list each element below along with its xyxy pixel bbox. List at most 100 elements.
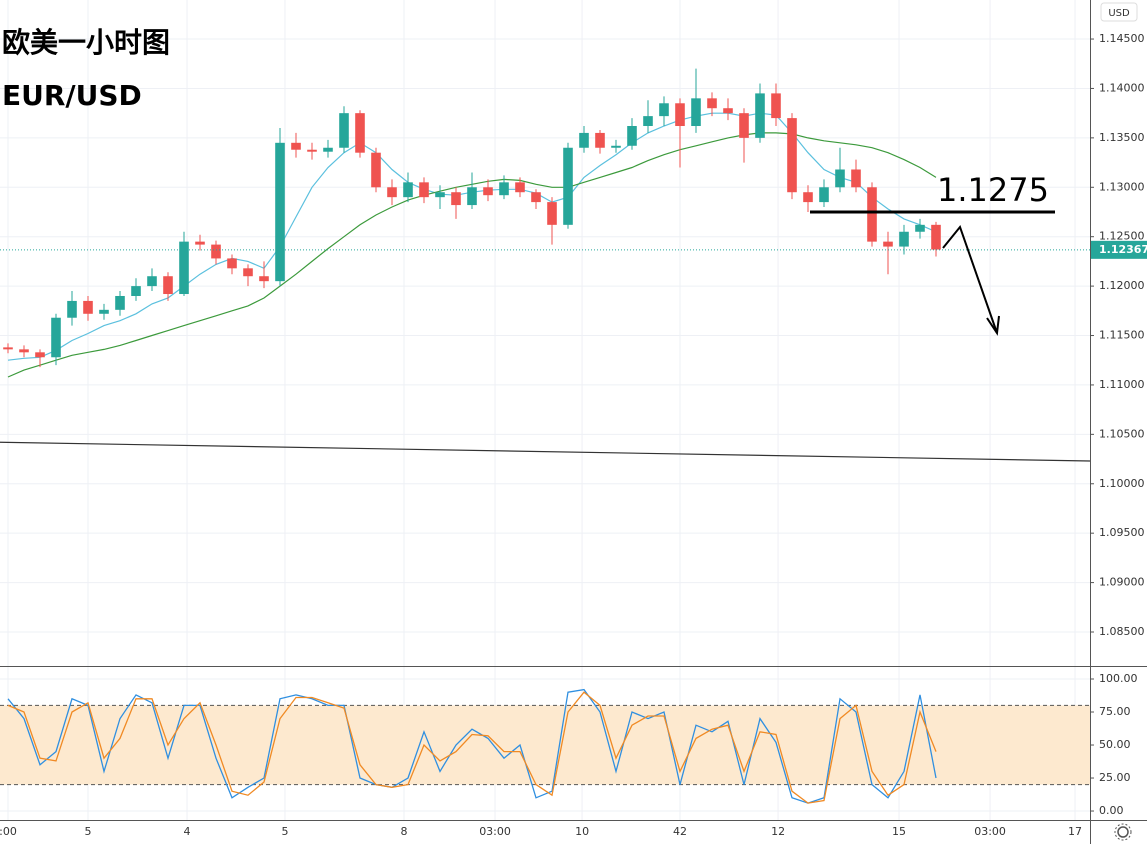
last-price-label: 1.12367 [1099, 243, 1147, 256]
candle-body [83, 300, 93, 314]
candle-body [259, 276, 269, 282]
candle-body [675, 103, 685, 127]
candle-body [515, 182, 525, 193]
candle-body [371, 152, 381, 188]
candle-body [899, 231, 909, 247]
candle-body [51, 317, 61, 358]
x-tick-label: 17 [1068, 825, 1082, 838]
candle-body [147, 276, 157, 287]
candle-body [435, 192, 445, 198]
candle-body [467, 187, 477, 206]
currency-label: USD [1108, 8, 1130, 19]
x-tick-label: 15 [892, 825, 906, 838]
candle-body [771, 93, 781, 119]
stoch-line [7, 691, 937, 804]
candle-body [707, 98, 717, 109]
candle-body [643, 116, 653, 127]
y-tick-label: 0.00 [1099, 804, 1124, 817]
y-tick-label: 1.09500 [1099, 526, 1145, 539]
y-tick-label: 1.14000 [1099, 81, 1145, 94]
candle-body [883, 241, 893, 247]
arrow [942, 224, 998, 334]
candle-body [131, 286, 141, 296]
candle-body [211, 244, 221, 259]
candle-body [67, 300, 77, 318]
candle-body [867, 187, 877, 242]
candle-body [723, 108, 733, 114]
candle-body [563, 147, 573, 225]
x-tick-label: 10 [575, 825, 589, 838]
plot [0, 68, 1091, 804]
y-tick-label: 1.14500 [1099, 32, 1145, 45]
candle-body [819, 187, 829, 203]
candle-body [115, 295, 125, 310]
y-tick-label: 100.00 [1099, 672, 1138, 685]
chart-title: 欧美一小时图 [2, 26, 170, 59]
candle-body [179, 241, 189, 295]
level-label: 1.1275 [937, 171, 1049, 209]
candle-body [595, 132, 605, 148]
candle-body [547, 202, 557, 225]
last-price-box [1091, 240, 1147, 259]
candle-body [451, 192, 461, 206]
candle-body [227, 258, 237, 269]
currency-box [1100, 2, 1138, 22]
candle-body [99, 309, 109, 314]
y-tick-label: 1.13500 [1099, 131, 1145, 144]
x-tick-label: 42 [673, 825, 687, 838]
candle-body [19, 349, 29, 353]
y-tick-label: 1.11500 [1099, 329, 1145, 342]
candle-body [403, 182, 413, 198]
candle-body [499, 182, 509, 196]
candle-body [419, 182, 429, 198]
candle-body [355, 113, 365, 153]
x-tick-label: 4 [184, 825, 191, 838]
y-tick-label: 1.10500 [1099, 427, 1145, 440]
y-tick-label: 1.13000 [1099, 180, 1145, 193]
y-tick-label: 1.09000 [1099, 576, 1145, 589]
y-tick-label: 1.08500 [1099, 625, 1145, 638]
x-tick-label: 03:00 [974, 825, 1006, 838]
candle-body [243, 268, 253, 277]
x-tick-label: 03:00 [479, 825, 511, 838]
candle-body [323, 147, 333, 152]
gear[interactable] [1117, 826, 1129, 838]
candle-body [579, 132, 589, 148]
candle-body [35, 352, 45, 358]
stoch-band [0, 705, 1090, 785]
candle-body [163, 276, 173, 295]
candle-body [755, 93, 765, 138]
x-tick-label: :00 [0, 825, 17, 838]
settings-icon[interactable] [1114, 823, 1132, 841]
x-tick-label: 12 [771, 825, 785, 838]
candle-body [787, 118, 797, 193]
candle-body [739, 113, 749, 138]
candle-body [387, 187, 397, 198]
candle-body [3, 347, 13, 350]
candle-body [931, 224, 941, 250]
y-tick-label: 25.00 [1099, 771, 1131, 784]
candle-body [291, 142, 301, 150]
candle-body [483, 187, 493, 196]
candle-body [915, 224, 925, 232]
candle-body [851, 169, 861, 188]
x-tick-label: 8 [401, 825, 408, 838]
trendline [0, 441, 1091, 462]
y-tick-label: 1.11000 [1099, 378, 1145, 391]
candle-body [659, 103, 669, 117]
candle-body [531, 192, 541, 203]
candle-body [195, 241, 205, 245]
candle-body [627, 126, 637, 146]
candle-body [691, 98, 701, 127]
candle-body [275, 142, 285, 282]
gear-teeth[interactable] [1114, 823, 1132, 841]
y-tick-label: 50.00 [1099, 738, 1131, 751]
candle-body [835, 169, 845, 188]
y-tick-label: 1.12000 [1099, 279, 1145, 292]
x-tick-label: 5 [85, 825, 92, 838]
stoch-line [7, 688, 937, 804]
candle-body [307, 149, 317, 152]
